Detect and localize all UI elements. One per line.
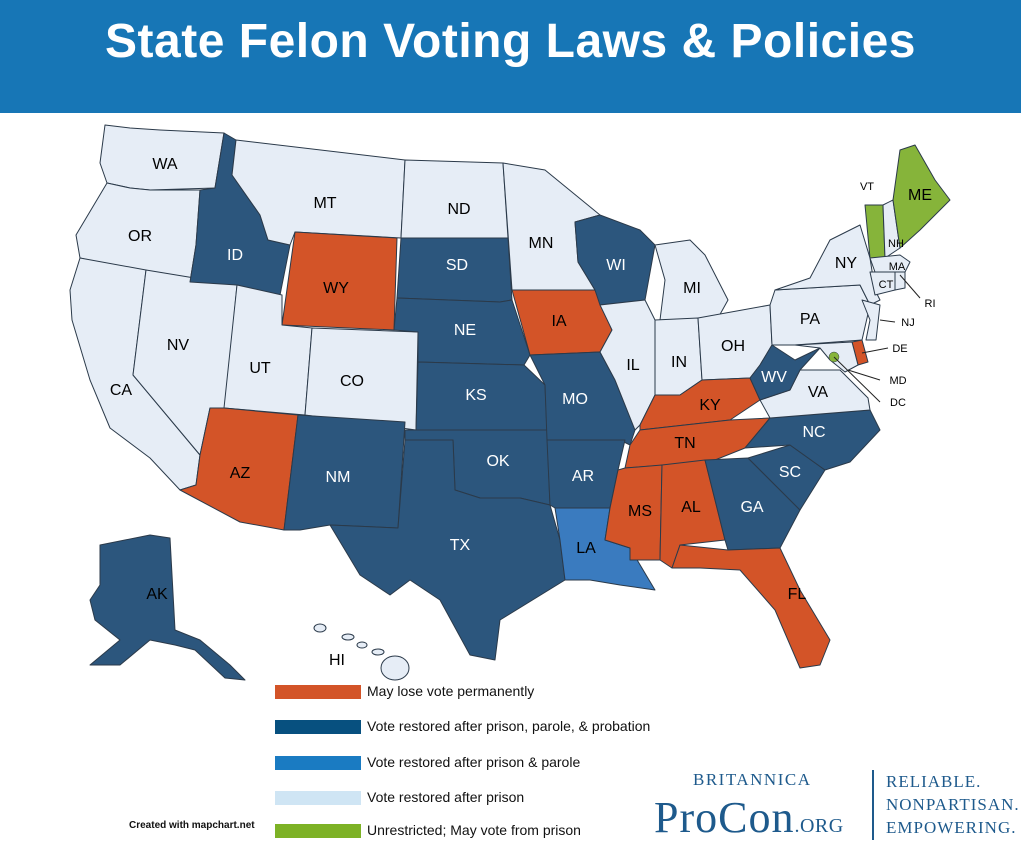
label-MA: MA [889, 261, 906, 273]
label-LA: LA [576, 540, 596, 557]
label-CO: CO [340, 373, 364, 390]
label-TX: TX [450, 537, 471, 554]
map-title: State Felon Voting Laws & Policies [105, 15, 916, 68]
legend-swatch [275, 791, 361, 805]
label-ME: ME [908, 187, 932, 204]
label-CA: CA [110, 382, 133, 399]
label-AR: AR [572, 468, 594, 485]
procon-wordmark: ProCon.ORG [654, 792, 844, 843]
state-IL[interactable] [599, 299, 656, 431]
label-IL: IL [626, 357, 639, 374]
legend-swatch [275, 756, 361, 770]
label-RI: RI [925, 298, 936, 310]
legend-item-prison: Vote restored after prison [275, 789, 795, 807]
label-OR: OR [128, 228, 152, 245]
label-leaders [833, 274, 921, 403]
state-NJ[interactable] [861, 299, 881, 341]
mapchart-credit: Created with mapchart.net [129, 820, 255, 831]
legend-item-unrestricted: Unrestricted; May vote from prison [275, 822, 795, 840]
label-MT: MT [313, 195, 336, 212]
legend-item-prison-parole-probation: Vote restored after prison, parole, & pr… [275, 718, 795, 736]
tagline-line-2: NONPARTISAN. [886, 795, 1020, 814]
label-NM: NM [326, 469, 351, 486]
label-DC: DC [890, 397, 906, 409]
legend-swatch [275, 824, 361, 838]
label-MD: MD [889, 375, 906, 387]
label-MO: MO [562, 391, 588, 408]
tagline-line-1: RELIABLE. [886, 772, 982, 791]
label-AL: AL [681, 499, 701, 516]
label-WY: WY [323, 280, 349, 297]
label-NC: NC [802, 424, 825, 441]
label-WV: WV [761, 369, 787, 386]
state-AK[interactable] [89, 534, 246, 681]
label-IA: IA [551, 313, 566, 330]
label-HI: HI [329, 652, 345, 669]
legend-label: Vote restored after prison & parole [367, 754, 581, 770]
label-PA: PA [800, 311, 820, 328]
label-ND: ND [447, 201, 470, 218]
procon-logo[interactable]: BRITANNICA ProCon.ORG RELIABLE. NONPARTI… [650, 768, 1019, 848]
label-SD: SD [446, 257, 468, 274]
legend-label: Unrestricted; May vote from prison [367, 822, 581, 838]
logo-divider [872, 770, 874, 840]
label-NV: NV [167, 337, 190, 354]
label-SC: SC [779, 464, 801, 481]
label-NJ: NJ [901, 317, 914, 329]
label-IN: IN [671, 354, 687, 371]
tagline-line-3: EMPOWERING. [886, 818, 1017, 837]
state-MA[interactable] [869, 254, 911, 273]
label-DE: DE [892, 343, 907, 355]
label-NY: NY [835, 255, 858, 272]
state-HI[interactable] [313, 623, 410, 681]
state-TX[interactable] [329, 439, 566, 661]
label-MI: MI [683, 280, 701, 297]
legend-swatch [275, 685, 361, 699]
label-OK: OK [486, 453, 509, 470]
legend-item-permanent: May lose vote permanently [275, 683, 795, 701]
procon-name: ProCon [654, 793, 795, 842]
state-MI[interactable] [654, 239, 729, 321]
britannica-wordmark: BRITANNICA [693, 770, 812, 789]
label-NE: NE [454, 322, 476, 339]
label-GA: GA [740, 499, 763, 516]
label-VA: VA [808, 384, 828, 401]
state-ND[interactable] [400, 159, 509, 239]
label-AZ: AZ [230, 465, 251, 482]
label-VT: VT [860, 181, 874, 193]
state-ME[interactable] [892, 144, 951, 249]
legend-swatch [275, 720, 361, 734]
label-WI: WI [606, 257, 626, 274]
state-WA[interactable] [99, 124, 225, 191]
label-OH: OH [721, 338, 745, 355]
label-KS: KS [465, 387, 486, 404]
state-FL[interactable] [671, 544, 831, 669]
label-MS: MS [628, 503, 652, 520]
label-FL: FL [788, 586, 807, 603]
legend-label: Vote restored after prison, parole, & pr… [367, 718, 651, 734]
us-map: WA OR CA NV ID MT WY UT CO AZ NM ND SD N… [69, 124, 951, 681]
title-banner [0, 0, 1021, 113]
label-ID: ID [227, 247, 243, 264]
label-AK: AK [146, 586, 168, 603]
label-NH: NH [888, 238, 904, 250]
label-TN: TN [674, 435, 695, 452]
label-CT: CT [879, 279, 894, 291]
state-RI[interactable] [894, 271, 906, 291]
label-WA: WA [152, 156, 178, 173]
legend-item-prison-parole: Vote restored after prison & parole [275, 754, 795, 772]
legend-label: Vote restored after prison [367, 789, 525, 805]
legend-label: May lose vote permanently [367, 683, 535, 699]
label-UT: UT [249, 360, 271, 377]
label-KY: KY [699, 397, 721, 414]
procon-org: .ORG [794, 815, 844, 837]
label-MN: MN [529, 235, 554, 252]
